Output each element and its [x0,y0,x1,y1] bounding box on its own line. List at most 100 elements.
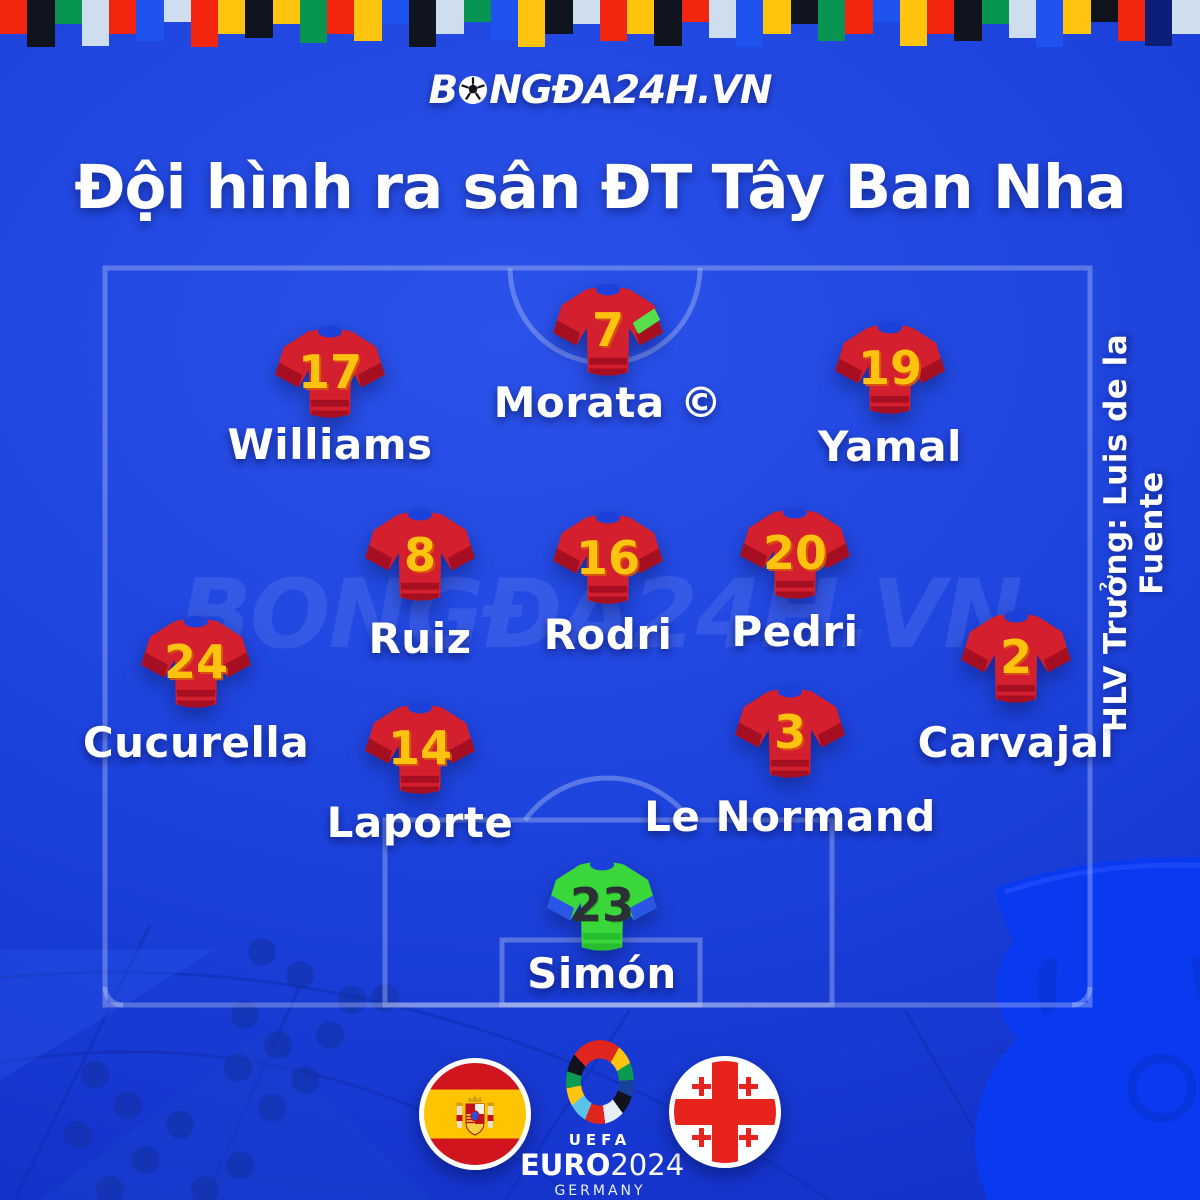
flag-stripe [572,0,600,24]
flag-stripe [54,0,82,24]
flag-stripe [736,0,764,47]
player-williams: 17 [272,322,388,422]
flag-stripe [872,0,900,22]
top-flag-stripes [0,0,1200,60]
player-jersey-icon [961,610,1071,703]
euro2024-logo: UEFA EURO2024 GERMANY [520,1040,684,1199]
flag-stripe [1090,0,1118,22]
player-name: Cucurella [82,718,310,767]
flag-stripe [1063,0,1091,34]
player-jersey-icon [365,508,475,601]
flag-stripe [190,0,219,47]
player-name: Pedri [731,607,859,656]
georgia-flag-icon [669,1056,781,1168]
flag-stripe [654,0,682,46]
flag-stripe [218,0,246,34]
player-number: 7 [591,303,624,357]
flag-stripe [81,0,110,46]
soccer-ball-icon [458,70,488,105]
player-name: Carvajal [917,718,1115,767]
player-jersey-icon [275,325,385,418]
logo-text-suffix: NGĐA24H.VN [489,68,772,113]
euro-petal-ring-icon [566,1040,634,1124]
spain-coat-of-arms [456,1095,494,1136]
germany-label: GERMANY [554,1183,646,1199]
flag-stripe [299,0,328,43]
euro-year: 2024 [610,1148,685,1182]
flag-stripe [1008,0,1037,38]
flag-stripe [981,0,1009,24]
player-name: Simón [527,949,677,998]
player-ruiz: 8 [362,505,478,605]
flag-stripe [463,0,491,22]
flag-stripe [817,0,846,41]
player-cucurella: 24 [138,612,254,712]
player-name: Williams [227,420,433,469]
spain-flag-icon [419,1058,531,1170]
player-rodri: 16 [550,508,666,608]
flag-stripe [109,0,137,34]
flag-stripe [763,0,791,34]
player-jersey-icon [365,701,475,794]
flag-stripe [599,0,628,41]
flag-stripe [1172,0,1200,34]
site-logo: B NGĐA24H.VN [0,68,1200,113]
flag-stripe [245,0,273,38]
player-carvajal: 2 [958,607,1074,707]
player-number: 3 [773,705,806,759]
player-name: Ruiz [368,614,472,663]
flag-stripe [136,0,164,41]
euro-title: EURO2024 [520,1148,684,1182]
player-name: Le Normand [644,792,936,841]
player-name: Yamal [818,422,962,471]
euro-word: EURO [520,1148,611,1182]
player-number: 19 [857,341,922,395]
flag-stripe [845,0,873,34]
player-number: 23 [569,878,634,932]
player-jersey-icon [735,685,845,778]
uefa-label: UEFA [568,1131,632,1149]
player-number: 14 [387,721,452,775]
flag-stripe [381,0,409,24]
player-jersey-icon [553,283,663,376]
player-jersey-icon [740,506,850,599]
flag-stripe [518,0,546,47]
flag-stripe [272,0,300,24]
flag-stripe [27,0,55,47]
flag-stripe [1036,0,1064,47]
flag-stripe [1117,0,1146,41]
flag-stripe [354,0,382,41]
flag-stripe [0,0,28,34]
player-le-normand: 3 [732,682,848,782]
flag-stripe [1145,0,1173,46]
captain-armband-icon [633,308,660,334]
flag-stripe [954,0,982,41]
player-number: 17 [297,345,362,399]
flag-stripe [899,0,928,46]
flag-stripe [327,0,355,34]
flag-stripe [681,0,709,22]
logo-text-prefix: B [428,68,458,113]
flag-stripe [708,0,737,38]
flag-stripe [790,0,818,24]
flag-stripe [163,0,191,22]
flag-stripe [627,0,655,34]
player-number: 24 [163,635,228,689]
flag-stripe [545,0,573,34]
player-morata: 7 [550,280,666,380]
flag-stripe [408,0,437,47]
flag-stripe [436,0,464,34]
player-jersey-icon [835,321,945,414]
player-sim-n: 23 [544,855,660,955]
flag-stripe [927,0,955,34]
player-number: 16 [575,531,640,585]
flag-stripe [490,0,519,41]
player-name: Morata © [493,378,723,427]
player-number: 2 [999,630,1032,684]
player-jersey-icon [547,858,657,951]
